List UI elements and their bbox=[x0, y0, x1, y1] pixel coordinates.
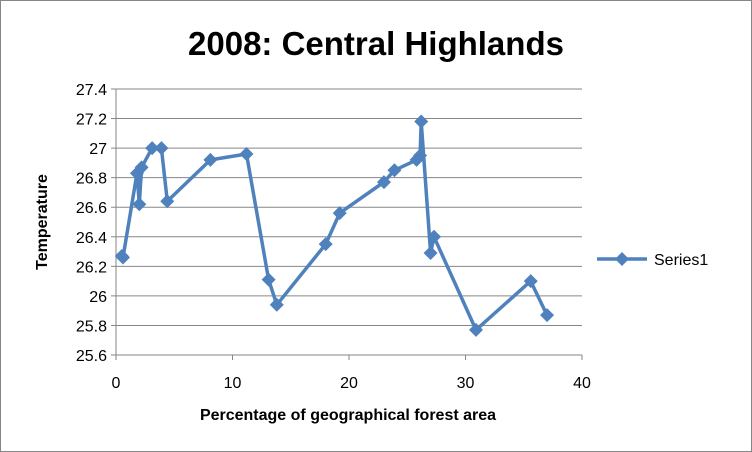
x-tick-label: 10 bbox=[224, 375, 242, 392]
axes bbox=[111, 88, 583, 360]
y-tick-label: 26.6 bbox=[76, 200, 107, 217]
data-point bbox=[387, 163, 402, 178]
data-point bbox=[239, 147, 254, 162]
x-tick-label: 40 bbox=[573, 375, 591, 392]
y-tick-label: 27 bbox=[89, 141, 107, 158]
x-tick-labels: 0 10 20 30 40 bbox=[112, 375, 591, 392]
data-point bbox=[132, 197, 147, 212]
data-point bbox=[154, 141, 169, 156]
x-tick-label: 30 bbox=[457, 375, 475, 392]
data-point bbox=[468, 322, 483, 337]
legend: Series1 bbox=[597, 252, 708, 269]
data-point bbox=[414, 114, 429, 129]
x-tick-label: 20 bbox=[340, 375, 358, 392]
data-point bbox=[269, 297, 284, 312]
y-tick-label: 26 bbox=[89, 289, 107, 306]
y-tick-label: 25.8 bbox=[76, 318, 107, 335]
data-point bbox=[523, 274, 538, 289]
y-tick-label: 26.8 bbox=[76, 171, 107, 188]
data-point bbox=[376, 175, 391, 190]
legend-marker bbox=[615, 252, 629, 266]
data-point bbox=[134, 160, 149, 175]
series-group bbox=[114, 114, 555, 337]
data-point bbox=[318, 237, 333, 252]
y-tick-label: 27.4 bbox=[76, 82, 107, 99]
series-line bbox=[120, 119, 549, 332]
x-axis-title: Percentage of geographical forest area bbox=[200, 407, 496, 424]
y-tick-label: 27.2 bbox=[76, 112, 107, 129]
data-point bbox=[540, 308, 555, 323]
y-tick-label: 26.4 bbox=[76, 230, 107, 247]
data-point bbox=[160, 194, 175, 209]
data-point bbox=[115, 250, 130, 265]
data-point bbox=[427, 229, 442, 244]
data-point bbox=[145, 141, 160, 156]
data-point bbox=[261, 272, 276, 287]
data-point bbox=[413, 148, 428, 163]
data-point bbox=[423, 246, 438, 261]
data-point bbox=[332, 206, 347, 221]
y-tick-labels: 25.6 25.8 26 26.2 26.4 26.6 26.8 27 27.2 27.4 bbox=[76, 82, 107, 365]
y-tick-label: 25.6 bbox=[76, 348, 107, 365]
y-axis-title: Temperature bbox=[34, 174, 51, 270]
y-tick-label: 26.2 bbox=[76, 259, 107, 276]
data-point bbox=[203, 152, 218, 167]
x-tick-label: 0 bbox=[112, 375, 121, 392]
legend-label: Series1 bbox=[654, 252, 708, 269]
chart-title: 2008: Central Highlands bbox=[188, 25, 564, 62]
